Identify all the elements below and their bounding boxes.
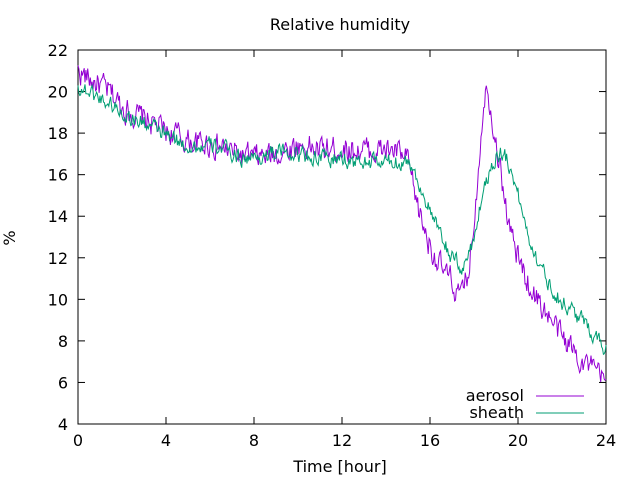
x-tick-label: 20 bbox=[508, 431, 528, 450]
x-tick-label: 16 bbox=[420, 431, 440, 450]
series-layer bbox=[77, 65, 607, 382]
y-tick-label: 8 bbox=[58, 332, 68, 351]
chart-title: Relative humidity bbox=[270, 15, 410, 34]
x-tick-label: 24 bbox=[596, 431, 616, 450]
series-line-sheath bbox=[77, 83, 607, 356]
x-tick-label: 12 bbox=[332, 431, 352, 450]
y-tick-label: 20 bbox=[48, 83, 68, 102]
legend-label-sheath: sheath bbox=[469, 403, 524, 422]
y-axis-ticks: 4 6 8 10 12 14 16 18 20 22 bbox=[48, 41, 606, 434]
y-tick-label: 14 bbox=[48, 207, 68, 226]
y-tick-label: 18 bbox=[48, 124, 68, 143]
x-tick-label: 4 bbox=[161, 431, 171, 450]
x-axis-ticks: 0 4 8 12 16 20 24 bbox=[73, 50, 616, 450]
y-tick-label: 22 bbox=[48, 41, 68, 60]
series-line-aerosol bbox=[77, 65, 607, 382]
plot-frame bbox=[77, 49, 607, 425]
legend-label-aerosol: aerosol bbox=[466, 386, 524, 405]
x-tick-label: 0 bbox=[73, 431, 83, 450]
y-tick-label: 4 bbox=[58, 415, 68, 434]
x-axis-label: Time [hour] bbox=[292, 457, 386, 476]
y-axis-label: % bbox=[0, 230, 19, 245]
y-tick-label: 12 bbox=[48, 249, 68, 268]
y-tick-label: 16 bbox=[48, 166, 68, 185]
x-tick-label: 8 bbox=[249, 431, 259, 450]
y-tick-label: 10 bbox=[48, 290, 68, 309]
y-tick-label: 6 bbox=[58, 373, 68, 392]
